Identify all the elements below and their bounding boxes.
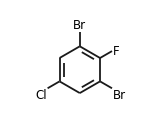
Text: F: F — [113, 45, 119, 58]
Text: Br: Br — [73, 19, 86, 32]
Text: Br: Br — [113, 89, 126, 102]
Text: Cl: Cl — [35, 89, 47, 102]
